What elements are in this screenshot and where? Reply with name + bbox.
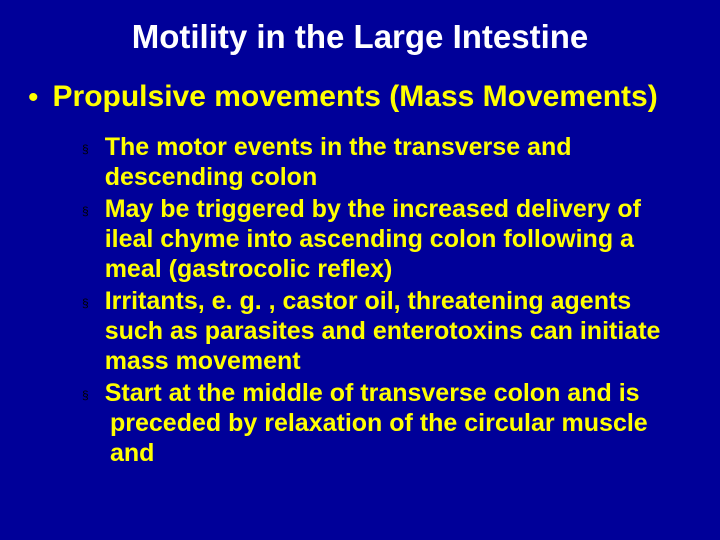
bullet-text: Propulsive movements (Mass Movements) [53, 80, 658, 115]
sub-bullet-list: § The motor events in the transverse and… [28, 132, 692, 408]
sub-bullet: § Irritants, e. g. , castor oil, threate… [82, 286, 692, 376]
square-marker-icon: § [82, 296, 89, 310]
square-marker-icon: § [82, 388, 89, 402]
slide-title: Motility in the Large Intestine [28, 18, 692, 56]
square-marker-icon: § [82, 142, 89, 156]
sub-bullet: § The motor events in the transverse and… [82, 132, 692, 192]
square-marker-icon: § [82, 204, 89, 218]
sub-bullet-text: Irritants, e. g. , castor oil, threateni… [105, 286, 692, 376]
slide: Motility in the Large Intestine • Propul… [0, 0, 720, 540]
main-bullet: • Propulsive movements (Mass Movements) [28, 80, 692, 116]
sub-bullet-text: May be triggered by the increased delive… [105, 194, 692, 284]
sub-bullet-text: Start at the middle of transverse colon … [105, 378, 640, 408]
bullet-marker: • [28, 80, 39, 116]
cutoff-line: preceded by relaxation of the circular m… [28, 408, 692, 468]
sub-bullet: § May be triggered by the increased deli… [82, 194, 692, 284]
sub-bullet: § Start at the middle of transverse colo… [82, 378, 692, 408]
sub-bullet-text: The motor events in the transverse and d… [105, 132, 692, 192]
